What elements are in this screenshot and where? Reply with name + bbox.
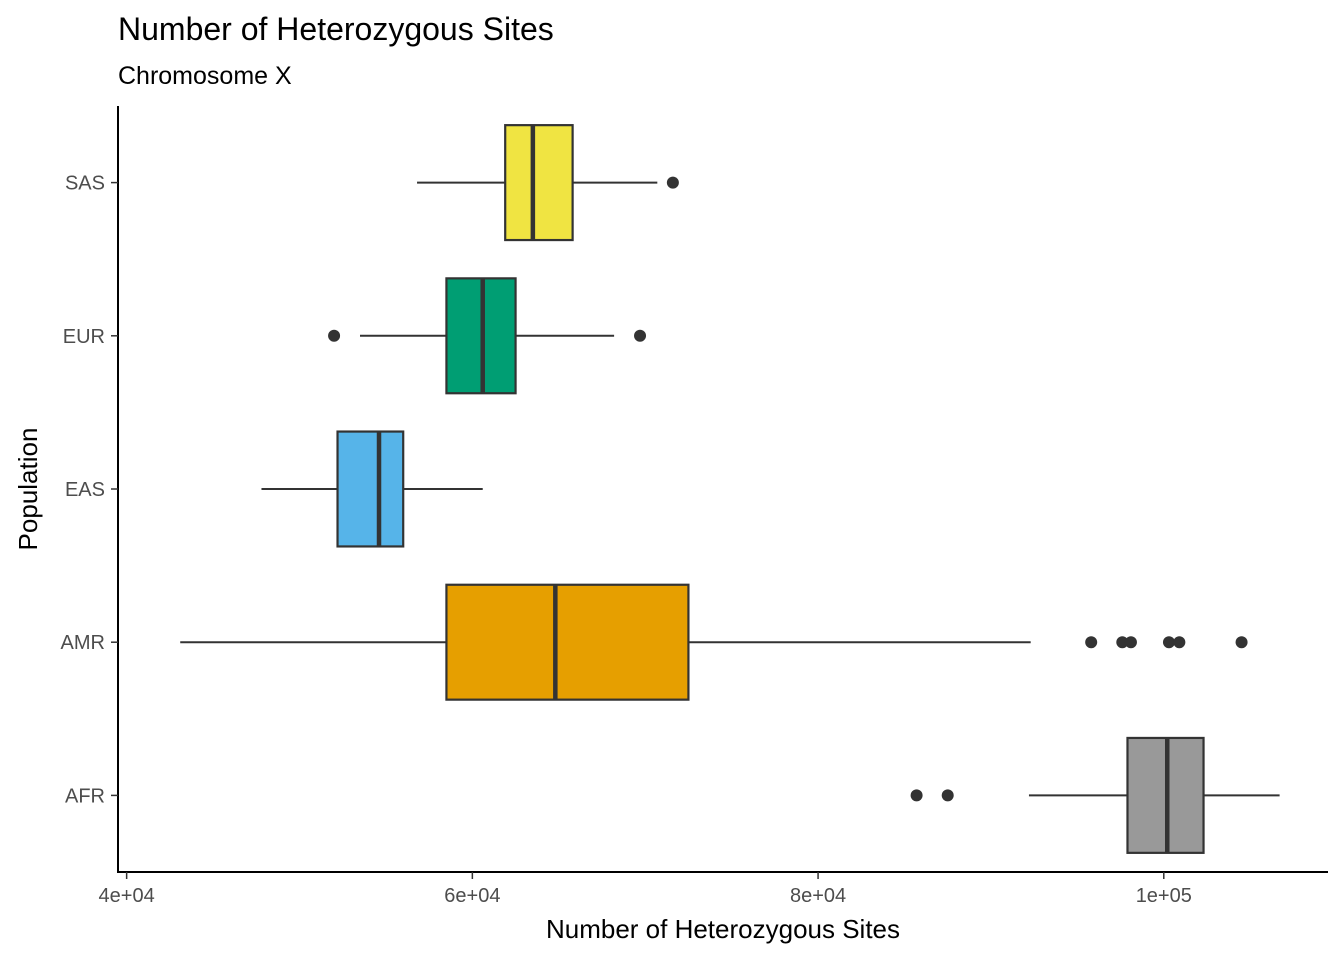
box-afr (910, 736, 1280, 854)
y-axis-title: Population (13, 428, 43, 551)
y-axis-ticks: AFR AMR EAS EUR SAS (61, 173, 118, 807)
y-tick-label: AMR (61, 632, 105, 654)
iqr-box (336, 430, 405, 548)
outlier-point (1162, 636, 1175, 649)
plot-area (180, 124, 1280, 854)
outlier-point (666, 176, 679, 189)
x-tick-label: 6e+04 (444, 885, 500, 907)
x-axis-title: Number of Heterozygous Sites (546, 914, 900, 944)
iqr-box (445, 583, 690, 701)
y-tick-label: AFR (65, 785, 105, 807)
outlier-point (910, 789, 923, 802)
outlier-point (1173, 636, 1186, 649)
box-sas (417, 124, 679, 242)
outlier-point (1235, 636, 1248, 649)
outlier-point (328, 329, 341, 342)
outlier-point (1085, 636, 1098, 649)
outlier-point (941, 789, 954, 802)
outlier-point (1124, 636, 1137, 649)
box-eur (328, 277, 647, 395)
chart-title: Number of Heterozygous Sites (118, 11, 554, 47)
x-tick-label: 1e+05 (1136, 885, 1192, 907)
y-tick-label: EUR (63, 326, 105, 348)
box-eas (261, 430, 483, 548)
y-tick-label: EAS (65, 479, 105, 501)
y-tick-label: SAS (65, 173, 105, 195)
iqr-box (504, 124, 574, 242)
x-axis-ticks: 4e+04 6e+04 8e+04 1e+05 (99, 872, 1192, 907)
x-tick-label: 8e+04 (790, 885, 846, 907)
box-amr (180, 583, 1248, 701)
outlier-point (1116, 636, 1129, 649)
x-tick-label: 4e+04 (99, 885, 155, 907)
outlier-point (634, 329, 647, 342)
chart-subtitle: Chromosome X (118, 62, 292, 90)
